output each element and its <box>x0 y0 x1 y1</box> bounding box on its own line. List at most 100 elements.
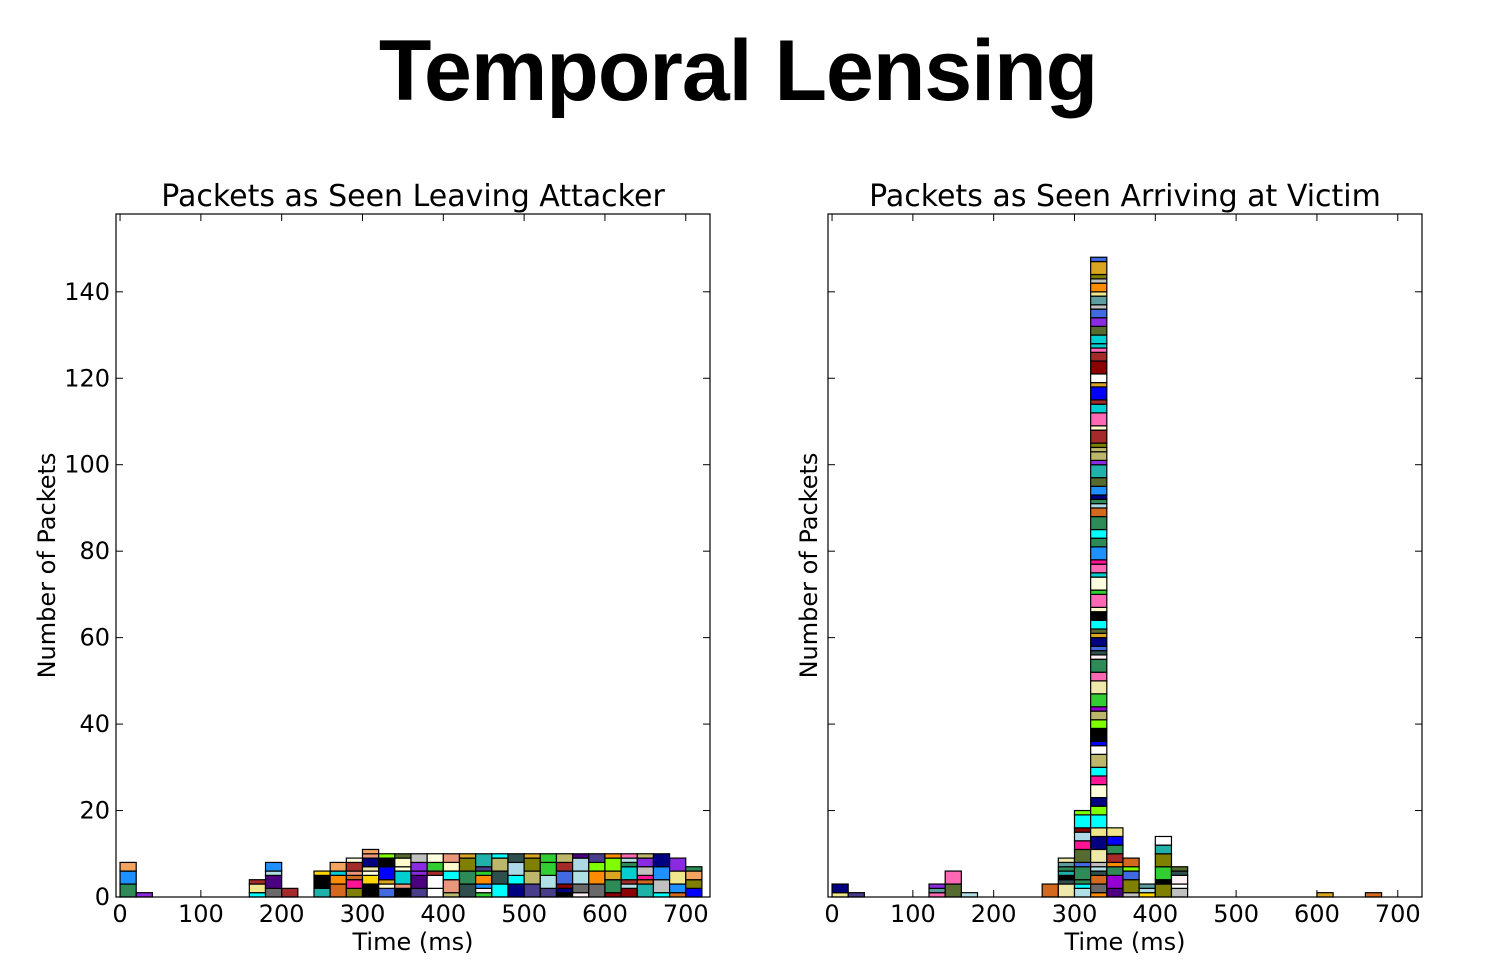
bar-segment <box>1090 351 1108 362</box>
bar-segment <box>1090 403 1108 414</box>
bar-segment <box>329 883 347 898</box>
bar-segment <box>1364 892 1383 898</box>
bar-segment <box>588 861 606 872</box>
x-tick-label: 400 <box>420 900 466 928</box>
bar-segment <box>1090 425 1108 431</box>
bar-segment <box>1090 503 1108 509</box>
bar-segment <box>944 883 962 898</box>
bar-segment <box>1090 740 1108 747</box>
x-axis-label: Time (ms) <box>352 928 474 956</box>
bar-segment <box>394 866 412 872</box>
bar-segment <box>361 848 380 855</box>
bar <box>572 853 590 898</box>
y-tick-label: 120 <box>64 364 110 392</box>
bar-segment <box>1090 650 1108 656</box>
x-tick-label: 0 <box>112 900 127 928</box>
bar-segment <box>1090 464 1108 479</box>
bar-segment <box>378 866 396 881</box>
bar-segment <box>313 874 331 889</box>
bar-segment <box>652 879 671 894</box>
x-tick-label: 600 <box>1294 900 1340 928</box>
bar <box>281 887 299 898</box>
bar-segment <box>313 887 331 898</box>
bar-segment <box>1316 892 1334 898</box>
bar-segment <box>1090 451 1108 461</box>
bar-segment <box>1073 840 1092 851</box>
bar-segment <box>361 883 380 898</box>
bar-segment <box>361 870 380 876</box>
bar <box>378 853 396 898</box>
bar-segment <box>1090 498 1108 505</box>
bar-segment <box>1090 628 1108 634</box>
bar-segment <box>1073 848 1092 864</box>
x-tick-label: 700 <box>663 900 709 928</box>
bar <box>458 853 477 898</box>
bar-segment <box>378 857 396 868</box>
bar-segment <box>1073 879 1092 885</box>
bar-segment <box>604 879 622 894</box>
bar-segment <box>345 870 364 876</box>
bar-segment <box>1170 883 1189 889</box>
bar <box>1154 835 1173 898</box>
bar-segment <box>1090 658 1108 673</box>
bar-segment <box>1090 282 1108 293</box>
bar-segment <box>1154 853 1173 868</box>
bar-segment <box>620 861 638 868</box>
bar-segment <box>523 853 541 859</box>
bar <box>1057 857 1076 898</box>
bar-segment <box>604 853 622 859</box>
bar-segment <box>847 892 865 898</box>
bar-segment <box>442 879 461 894</box>
bar-segment <box>475 866 493 872</box>
bar-segment <box>458 857 477 872</box>
bar <box>944 870 962 898</box>
bar-segment <box>1090 874 1108 885</box>
bar-segment <box>475 887 493 894</box>
bar-segment <box>685 879 703 889</box>
bar <box>831 883 849 898</box>
bar-segment <box>1041 883 1059 898</box>
bar-segment <box>491 870 509 885</box>
bar-segment <box>960 892 979 898</box>
bar-segment <box>329 870 347 876</box>
bar-segment <box>1073 883 1092 889</box>
bar-segment <box>313 870 331 876</box>
bar-segment <box>1090 606 1108 613</box>
bar-segment <box>1090 559 1108 565</box>
bar-segment <box>1090 343 1108 349</box>
bar-segment <box>1090 866 1108 872</box>
plot-frame <box>827 213 1423 898</box>
bar-segment <box>281 887 299 898</box>
bar-segment <box>378 883 396 889</box>
bar-segment <box>1090 710 1108 721</box>
bar <box>135 892 153 898</box>
bar-segment <box>410 861 428 872</box>
bar-segment <box>1090 671 1108 682</box>
bar <box>1138 883 1156 898</box>
bar-segment <box>588 853 606 864</box>
bar-segment <box>1090 537 1108 548</box>
bar-segment <box>1090 278 1108 284</box>
bar-segment <box>475 870 493 876</box>
bar <box>119 861 137 898</box>
bar-segment <box>1090 273 1108 280</box>
bar-segment <box>1090 745 1108 755</box>
bar-segment <box>442 853 461 864</box>
bar-segment <box>928 883 946 889</box>
bar-segment <box>426 874 444 889</box>
chart-title: Packets as Seen Leaving Attacker <box>161 179 665 214</box>
bar-segment <box>1090 766 1108 777</box>
bar-segment <box>539 887 558 898</box>
bar-segment <box>458 883 477 898</box>
bar-segment <box>1090 528 1108 539</box>
bar-segment <box>1154 866 1173 881</box>
bar-segment <box>1122 857 1140 868</box>
bar-segment <box>1106 874 1124 889</box>
bar-segment <box>345 861 364 872</box>
bar-segment <box>507 861 525 876</box>
bar-segment <box>410 874 428 889</box>
y-tick-label: 0 <box>95 883 110 911</box>
y-tick-label: 140 <box>64 278 110 306</box>
bar-segment <box>1057 874 1076 881</box>
